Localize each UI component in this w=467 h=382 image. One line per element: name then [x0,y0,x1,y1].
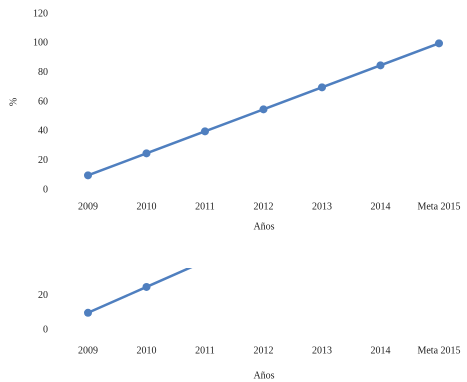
x-tick-label: 2011 [195,345,215,356]
x-tick-label: 2014 [371,345,391,356]
point [84,308,92,317]
point [377,180,385,188]
y-tick-label: 0 [43,184,48,195]
line [87,268,193,314]
x-axis-label: Años [253,370,274,381]
point [260,231,268,239]
x-axis-label: Años [253,221,274,232]
plot-area [84,39,443,180]
y-tick-label: 120 [33,8,48,19]
x-tick-label: 2012 [254,345,274,356]
y-tick-label: 100 [33,38,48,49]
point [259,105,268,114]
x-tick-label: 2012 [254,201,274,212]
x-tick-label: Meta 2015 [417,201,460,212]
x-tick-label: 2011 [195,201,215,212]
plot-area [84,154,443,317]
y-tick-label: 20 [38,155,48,166]
x-tick-label: 2009 [78,201,98,212]
point [201,257,209,265]
point [318,83,326,92]
x-tick-label: 2010 [137,345,157,356]
point [201,127,209,136]
point [376,61,385,70]
y-tick-label: 40 [38,126,48,137]
x-tick-label: 2014 [371,201,391,212]
x-tick-label: Meta 2015 [417,345,460,356]
y-tick-label: 20 [38,290,48,301]
y-tick-label: 0 [43,324,48,335]
x-tick-label: 2009 [78,345,98,356]
x-tick-label: 2010 [137,201,157,212]
y-tick-label: 60 [38,96,48,107]
point [142,149,151,158]
x-tick-label: 2013 [312,345,332,356]
x-tick-label: 2013 [312,201,332,212]
point [84,171,92,180]
y-tick-label: 80 [38,67,48,78]
point [435,39,443,48]
point [142,282,151,291]
point [435,154,443,162]
y-axis-label: % [8,98,19,106]
